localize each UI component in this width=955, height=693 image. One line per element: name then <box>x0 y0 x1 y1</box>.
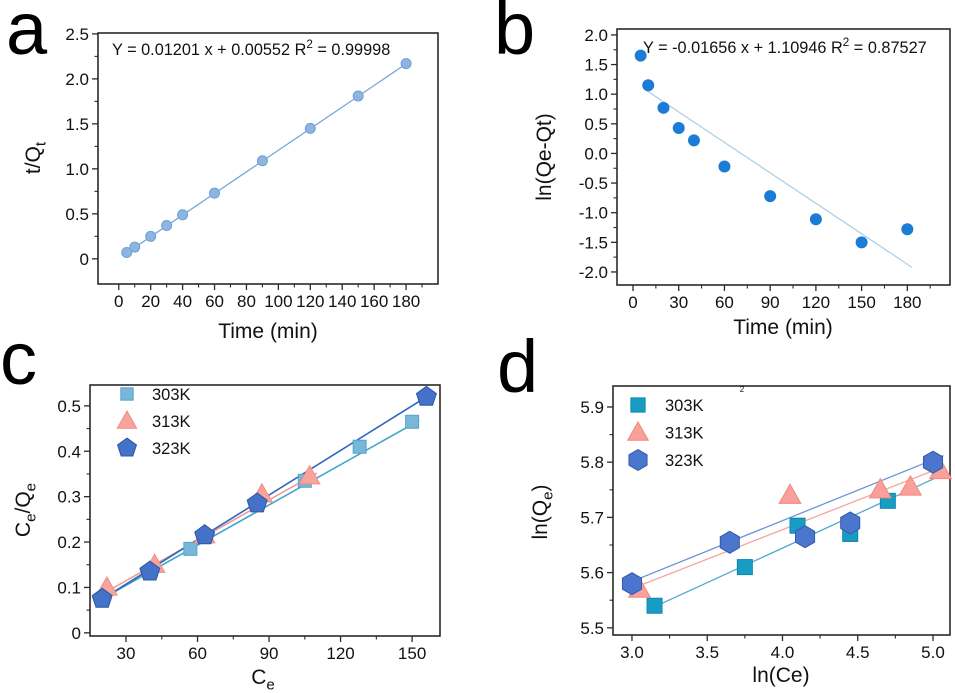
x-tick-label: 60 <box>188 644 207 663</box>
plot-box <box>97 32 439 285</box>
y-tick-label: 0 <box>72 624 81 643</box>
y-tick-label: 2.0 <box>584 26 608 45</box>
y-tick-label: 1.0 <box>584 85 608 104</box>
plot-box <box>89 384 441 637</box>
x-tick-label: 3.5 <box>695 643 719 662</box>
y-tick-label: 0.2 <box>57 533 81 552</box>
y-tick-label: -1.0 <box>579 204 608 223</box>
y-tick-label: 0.3 <box>57 488 81 507</box>
x-tick-label: 180 <box>893 293 921 312</box>
y-tick-label: 0.5 <box>57 397 81 416</box>
panel-c-letter: c <box>0 317 37 400</box>
y-tick-label: -0.5 <box>579 174 608 193</box>
fit-equation: Y = -0.01656 x + 1.10946 R2 = 0.87527 <box>643 36 927 57</box>
y-tick-label: 0.4 <box>57 442 81 461</box>
y-tick-label: 1.5 <box>584 56 608 75</box>
series-323K <box>91 385 437 608</box>
y-tick-label: 2.5 <box>65 25 89 44</box>
legend-label: 303K <box>665 397 704 415</box>
legend-label: 303K <box>152 386 191 404</box>
x-axis-label: Ce <box>251 666 275 693</box>
x-tick-label: 120 <box>296 292 324 311</box>
x-tick-label: 0 <box>628 293 637 312</box>
series-303K <box>183 414 420 556</box>
legend-label: 313K <box>665 425 704 443</box>
x-tick-label: 120 <box>802 293 830 312</box>
panel-b-chart: 0 30 60 90 120 150 180 -2.0 -1.5 -1.0 -0.5 0.0 0.5 1.… <box>533 26 951 339</box>
axes: 0 20 40 60 80 100 120 140 160 180 0 0.5 1.0 1.5 2.0 2.5 <box>65 25 439 311</box>
y-tick-label: 0.5 <box>65 205 89 224</box>
plot-box <box>616 28 951 286</box>
fit-equation: Y = 0.01201 x + 0.00552 R2 = 0.99998 <box>112 38 390 59</box>
x-tick-label: 90 <box>761 293 780 312</box>
x-axis-label: Time (min) <box>733 316 833 339</box>
y-axis-label: ln(Qe) <box>529 484 556 539</box>
x-tick-label: 100 <box>264 292 292 311</box>
x-tick-label: 4.0 <box>771 643 795 662</box>
x-tick-label: 60 <box>205 292 224 311</box>
y-tick-label: 0.5 <box>584 115 608 134</box>
y-tick-label: 5.9 <box>580 398 604 417</box>
x-tick-label: 30 <box>117 644 136 663</box>
fit-lines <box>123 60 412 256</box>
x-tick-label: 4.5 <box>846 643 870 662</box>
y-axis-label: Ce/Qe <box>12 483 39 537</box>
legend: 303K 313K 323K <box>626 397 704 472</box>
legend-label: 313K <box>152 413 191 431</box>
panel-a-letter: a <box>6 0 48 70</box>
legend-label: 323K <box>152 440 191 458</box>
x-tick-label: 160 <box>360 292 388 311</box>
panel-c-chart: 30 60 90 120 15000.10.20.30.40.5CeCe/Qe303K3… <box>12 384 441 693</box>
x-tick-label: 3.0 <box>620 643 644 662</box>
y-tick-label: 5.8 <box>580 453 604 472</box>
x-tick-label: 40 <box>173 292 192 311</box>
stray-mark: 2 <box>740 385 745 394</box>
legend-label: 323K <box>665 452 704 470</box>
axes: 30 60 90 120 150 0 0.1 0.2 0.3 0.4 0.5 <box>57 384 441 663</box>
x-tick-label: 140 <box>328 292 356 311</box>
panel-d-chart: 3.0 3.5 4.0 4.5 5.0 5.5 5.6 5.7 5.8 5.9 ln(Ce) ln(Q… <box>529 385 953 687</box>
plot-box <box>612 385 951 636</box>
x-tick-label: 20 <box>141 292 160 311</box>
panel-a-chart: 0 20 40 60 80 100 120 140 160 180 0 0.5 1.0 1.5 2.0 2.5… <box>22 25 439 343</box>
y-axis-label: t/Qt <box>22 141 49 174</box>
x-tick-label: 150 <box>398 644 426 663</box>
x-tick-label: 5.0 <box>921 643 945 662</box>
axes: 0 30 60 90 120 150 180 -2.0 -1.5 -1.0 -0.5 0.0 0.5 1.… <box>579 26 951 312</box>
x-tick-label: 120 <box>326 644 354 663</box>
series-ln-Qe-Qt-data <box>634 49 914 249</box>
panel-b-letter: b <box>494 0 536 70</box>
x-tick-label: 60 <box>715 293 734 312</box>
y-tick-label: 5.5 <box>580 619 604 638</box>
fit-lines <box>644 89 913 268</box>
y-tick-label: 0.0 <box>584 144 608 163</box>
y-tick-label: -1.5 <box>579 233 608 252</box>
series-323K <box>621 450 944 596</box>
x-tick-label: 0 <box>114 292 123 311</box>
y-tick-label: 5.6 <box>580 564 604 583</box>
y-tick-label: 1.0 <box>65 160 89 179</box>
x-tick-label: 80 <box>237 292 256 311</box>
x-axis-label: Time (min) <box>218 320 318 343</box>
axes: 3.0 3.5 4.0 4.5 5.0 5.5 5.6 5.7 5.8 5.9 <box>580 385 951 662</box>
x-tick-label: 90 <box>260 644 279 663</box>
y-tick-label: 2.0 <box>65 70 89 89</box>
y-tick-label: 0.1 <box>57 578 81 597</box>
series-t-Qt-data <box>121 58 412 259</box>
x-tick-label: 180 <box>392 292 420 311</box>
y-axis-label: ln(Qe-Qt) <box>533 113 556 201</box>
y-tick-label: -2.0 <box>579 263 608 282</box>
y-tick-label: 5.7 <box>580 508 604 527</box>
x-axis-label: ln(Ce) <box>752 664 809 687</box>
legend: 303K 313K 323K <box>116 386 191 458</box>
fit-lines <box>631 454 944 611</box>
x-tick-label: 30 <box>669 293 688 312</box>
y-tick-label: 1.5 <box>65 115 89 134</box>
y-tick-label: 0 <box>80 250 89 269</box>
panel-d-letter: d <box>497 325 539 408</box>
x-tick-label: 150 <box>847 293 875 312</box>
